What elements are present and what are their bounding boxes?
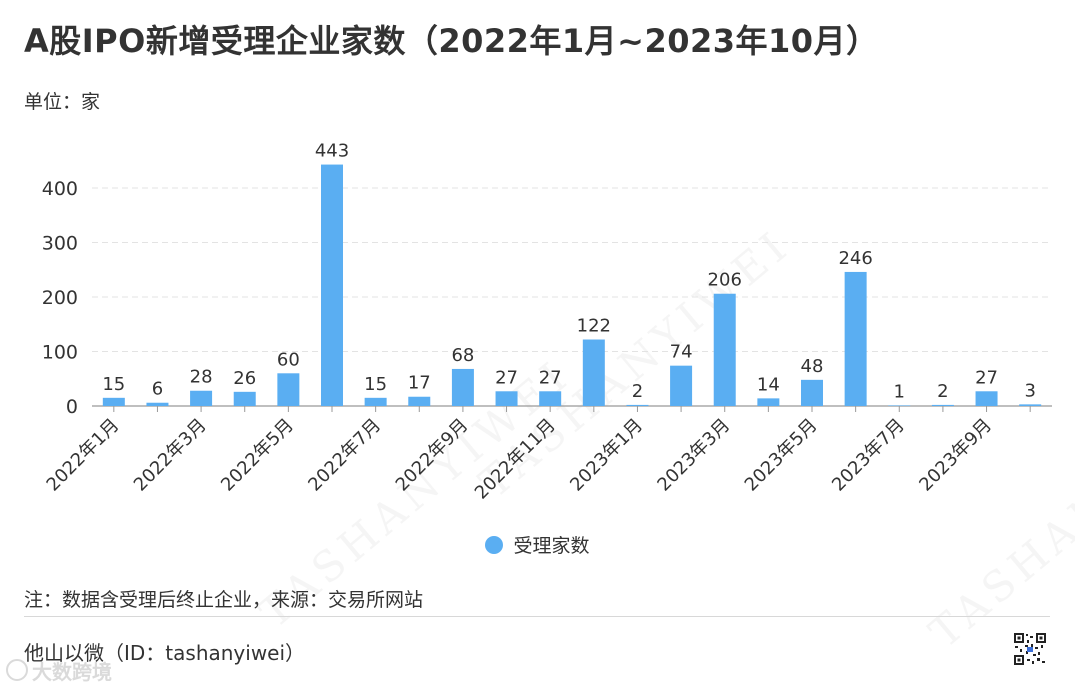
source-note: 注：数据含受理后终止企业，来源：交易所网站 [24, 589, 424, 611]
x-tick-label: 2023年7月 [828, 415, 909, 496]
data-label: 122 [577, 316, 611, 337]
bar [801, 379, 823, 406]
legend-label: 受理家数 [513, 535, 590, 557]
bar [1019, 404, 1042, 406]
x-tick-label: 2023年3月 [653, 415, 734, 496]
data-label: 74 [670, 342, 693, 363]
watermark-logo-icon [6, 659, 28, 681]
data-label: 2 [632, 381, 643, 402]
data-label: 443 [315, 141, 349, 162]
bar [408, 396, 431, 406]
bar [539, 391, 562, 406]
y-tick-label: 100 [42, 342, 78, 364]
y-tick-label: 200 [42, 287, 78, 309]
bar [888, 405, 911, 406]
y-tick-label: 300 [42, 233, 78, 255]
data-label: 3 [1024, 380, 1035, 401]
data-label: 2 [937, 381, 948, 402]
bar [582, 339, 605, 406]
x-tick-label: 2022年11月 [471, 415, 560, 504]
x-tick-label: 2023年1月 [566, 415, 647, 496]
legend: 受理家数 [0, 531, 1075, 558]
qr-code-icon [1013, 632, 1047, 666]
bar [364, 397, 387, 406]
data-label: 15 [102, 374, 125, 395]
x-tick-label: 2022年5月 [217, 415, 298, 496]
data-label: 60 [277, 349, 300, 370]
data-label: 48 [801, 356, 824, 377]
unit-label: 单位：家 [24, 91, 101, 113]
data-label: 68 [451, 345, 474, 366]
divider [24, 616, 1050, 617]
legend-marker [485, 535, 504, 554]
x-tick-label: 2022年1月 [43, 415, 124, 496]
data-label: 15 [364, 374, 387, 395]
bottom-watermark: 大数跨境 [6, 656, 112, 685]
bottom-watermark-text: 大数跨境 [32, 660, 112, 684]
bar [146, 402, 169, 406]
x-tick-label: 2023年9月 [915, 415, 996, 496]
y-tick-label: 400 [42, 178, 78, 200]
data-label: 14 [757, 374, 780, 395]
bar [931, 404, 954, 406]
bar [277, 373, 300, 406]
data-label: 26 [233, 368, 256, 389]
data-label: 28 [190, 367, 213, 388]
data-label: 17 [408, 373, 431, 394]
author-credit: 他山以微（ID：tashanyiwei） [24, 641, 306, 665]
data-label: 1 [894, 381, 905, 402]
bar [321, 164, 343, 406]
data-label: 27 [975, 367, 998, 388]
x-tick-label: 2022年3月 [130, 415, 211, 496]
bar [190, 390, 213, 406]
bar [757, 398, 780, 406]
bar [975, 391, 998, 406]
data-label: 27 [495, 367, 518, 388]
bar [670, 365, 693, 406]
bar [626, 404, 649, 406]
x-tick-label: 2023年5月 [741, 415, 822, 496]
bar [844, 271, 867, 406]
bar [495, 391, 518, 406]
chart-title: A股IPO新增受理企业家数（2022年1月~2023年10月） [24, 22, 879, 60]
data-label: 246 [838, 248, 872, 269]
data-label: 206 [708, 270, 742, 291]
bar [233, 391, 256, 406]
bar [713, 293, 736, 406]
data-label: 6 [152, 379, 163, 400]
bar [451, 368, 474, 406]
bar [102, 397, 125, 406]
data-label: 27 [539, 367, 562, 388]
y-tick-label: 0 [66, 396, 78, 418]
x-tick-label: 2022年7月 [304, 415, 385, 496]
x-tick-label: 2022年9月 [392, 415, 473, 496]
